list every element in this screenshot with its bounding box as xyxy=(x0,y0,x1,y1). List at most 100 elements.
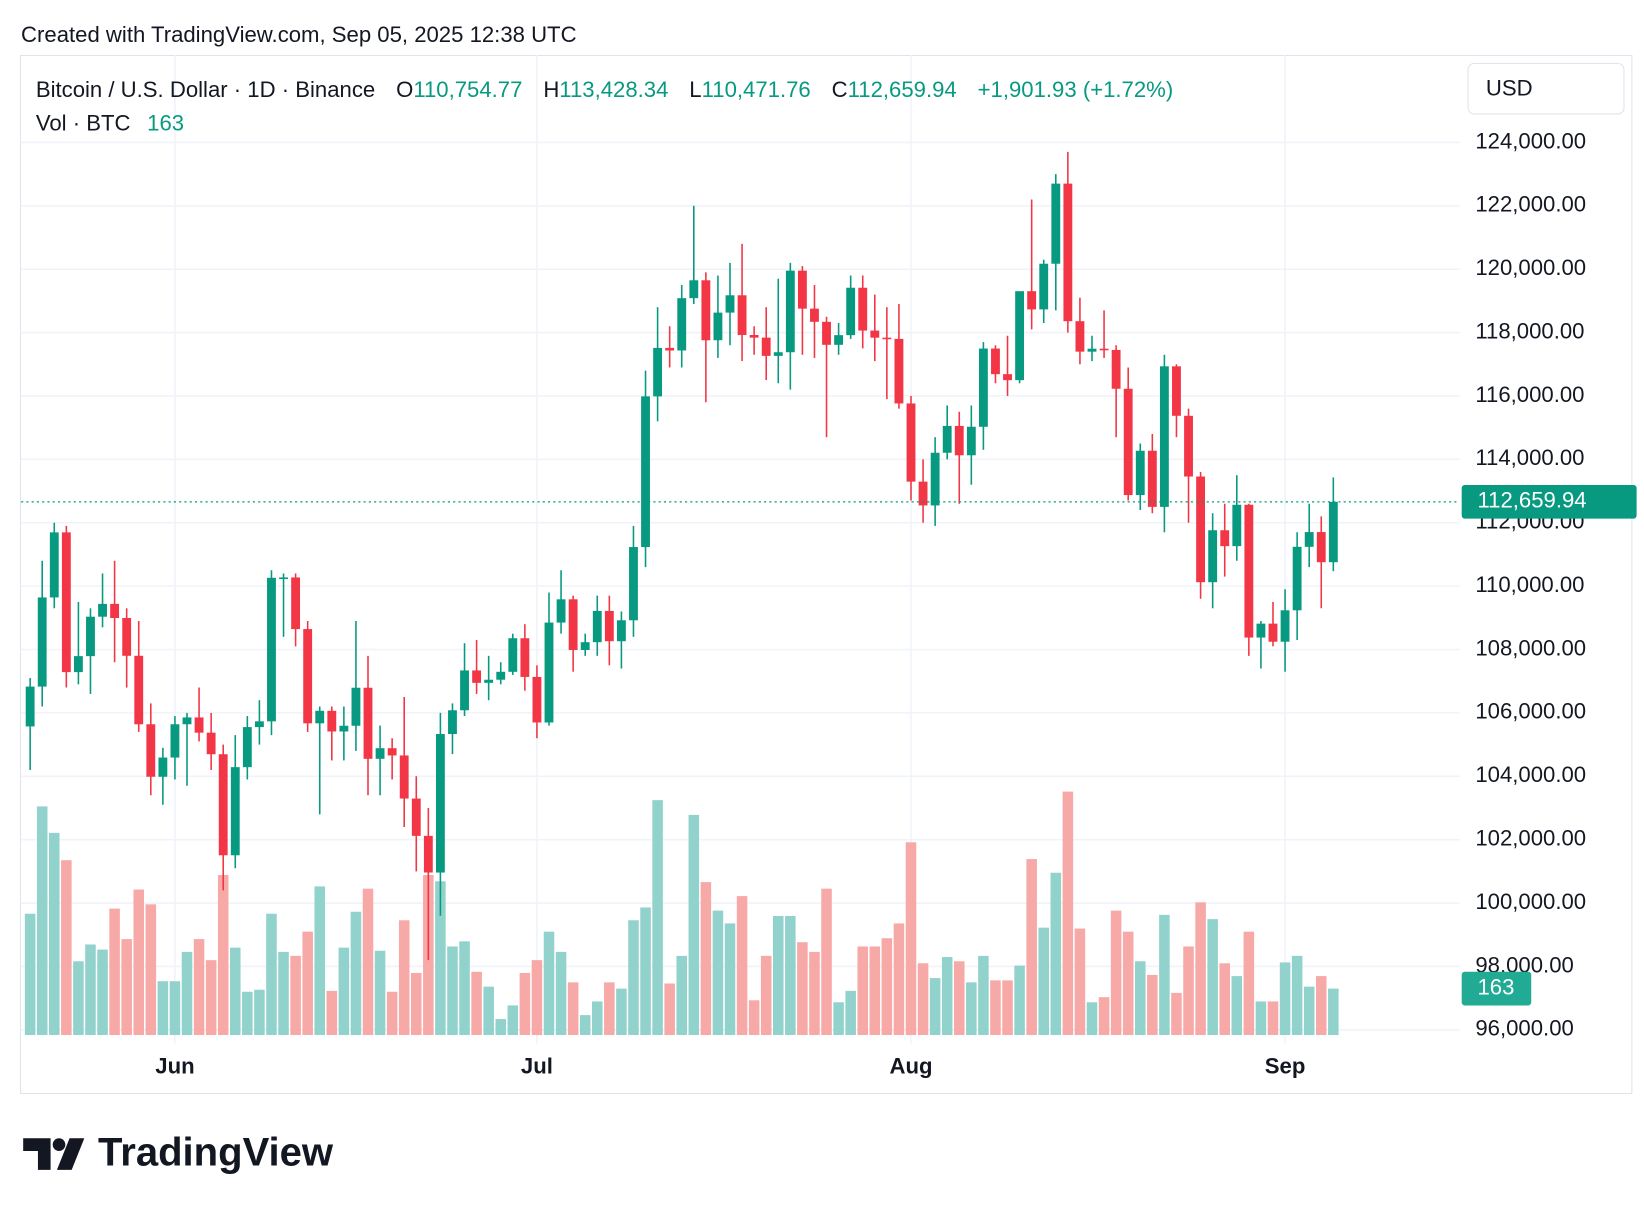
legend: Bitcoin / U.S. Dollar · 1D · Binance O11… xyxy=(36,77,1173,136)
volume-bar xyxy=(1086,1002,1098,1036)
y-tick-label: 114,000.00 xyxy=(1475,445,1584,470)
volume-bar xyxy=(724,923,736,1036)
candle-body xyxy=(568,599,578,651)
volume-bar xyxy=(821,888,832,1036)
candle-body xyxy=(363,687,373,759)
volume-bar xyxy=(471,971,482,1036)
candle-body xyxy=(701,280,711,341)
candle-body xyxy=(761,337,771,356)
volume-bar xyxy=(1315,976,1327,1036)
brand-name: TradingView xyxy=(98,1131,334,1175)
candle-body xyxy=(399,755,409,799)
price-axis: 96,000.0098,000.00100,000.00102,000.0010… xyxy=(155,128,1637,1079)
volume-bar xyxy=(302,931,313,1036)
volume-bar xyxy=(97,949,108,1036)
volume-bar xyxy=(929,978,941,1036)
candle-body xyxy=(677,298,687,351)
legend-line: Bitcoin / U.S. Dollar · 1D · Binance O11… xyxy=(36,77,1173,102)
volume-bar xyxy=(386,991,398,1036)
candle-body xyxy=(472,670,482,683)
candle-body xyxy=(966,426,976,456)
volume-bar xyxy=(459,941,470,1036)
candle-body xyxy=(98,603,107,617)
volume-bar xyxy=(145,904,157,1036)
volume-bar xyxy=(36,806,48,1036)
candle-body xyxy=(785,270,795,353)
volume-bar xyxy=(205,960,217,1036)
candle-body xyxy=(954,425,964,456)
volume-bar xyxy=(1110,910,1122,1036)
volume-bar xyxy=(61,860,72,1036)
volume-bar xyxy=(1038,927,1049,1036)
volume-bar xyxy=(483,986,494,1036)
y-tick-label: 100,000.00 xyxy=(1475,889,1586,914)
high-key: H xyxy=(543,77,559,102)
candle-body xyxy=(653,347,663,397)
candle-body xyxy=(592,610,602,643)
candle-body xyxy=(448,710,457,735)
volume-badge xyxy=(1461,971,1532,1006)
volume-legend: Vol · BTC 163 xyxy=(36,110,184,135)
volume-bar xyxy=(531,960,543,1036)
price-pane xyxy=(21,151,1460,961)
volume-bar xyxy=(1014,965,1025,1036)
volume-bar xyxy=(1171,992,1182,1036)
candle-body xyxy=(339,725,349,732)
candle-body xyxy=(1039,263,1049,310)
candle-body xyxy=(411,798,421,836)
volume-bar xyxy=(24,913,36,1036)
volume-bar xyxy=(1243,931,1255,1036)
volume-bar xyxy=(591,1001,603,1036)
candle-body xyxy=(230,767,240,856)
candle-body xyxy=(930,452,940,506)
volume-bar xyxy=(109,908,120,1036)
volume-bar xyxy=(652,800,663,1036)
candle-body xyxy=(773,352,783,356)
candle-body xyxy=(61,532,71,673)
candle-body xyxy=(496,671,506,680)
candle-body xyxy=(194,717,204,733)
y-tick-label: 118,000.00 xyxy=(1475,318,1584,343)
y-tick-label: 106,000.00 xyxy=(1475,699,1586,724)
candle-body xyxy=(1208,530,1218,583)
volume-bar xyxy=(447,946,458,1036)
candle-body xyxy=(822,321,831,345)
candle-body xyxy=(1027,291,1037,310)
y-tick-label: 124,000.00 xyxy=(1475,128,1586,153)
candle-body xyxy=(435,734,445,873)
candle-body xyxy=(291,577,301,630)
volume-bar xyxy=(785,916,796,1036)
candle-body xyxy=(725,295,735,313)
candle-body xyxy=(544,622,554,723)
volume-bar xyxy=(990,980,1001,1036)
candle-body xyxy=(918,481,928,506)
candle-body xyxy=(134,655,144,725)
logo-dot xyxy=(52,1138,66,1151)
candle-body xyxy=(1232,504,1242,547)
volume-bar xyxy=(411,972,422,1036)
candle-body xyxy=(460,670,469,711)
volume-bar xyxy=(893,923,905,1036)
brand-logo: TradingView xyxy=(23,1131,334,1175)
candle-body xyxy=(146,724,156,777)
change: +1,901.93 (+1.72%) xyxy=(978,77,1174,102)
currency-button[interactable] xyxy=(1467,62,1625,115)
volume-bar xyxy=(555,951,567,1036)
volume-bar xyxy=(1207,919,1218,1036)
volume-bar xyxy=(748,1000,760,1036)
high-value: 113,428.34 xyxy=(559,77,668,102)
candle-body xyxy=(351,687,361,726)
candle-body xyxy=(254,721,264,728)
volume-bar xyxy=(519,972,531,1036)
candle-body xyxy=(846,287,856,336)
volume-bar xyxy=(1098,997,1110,1036)
candle-body xyxy=(1184,415,1193,477)
candle-body xyxy=(713,312,723,341)
y-tick-label: 116,000.00 xyxy=(1475,382,1584,407)
candle-body xyxy=(749,334,759,338)
volume-bar xyxy=(374,950,386,1036)
last-price-label: 112,659.94 xyxy=(1477,488,1586,513)
candle-body xyxy=(73,656,83,673)
chart-title: Created with TradingView.com, Sep 05, 20… xyxy=(21,22,577,47)
